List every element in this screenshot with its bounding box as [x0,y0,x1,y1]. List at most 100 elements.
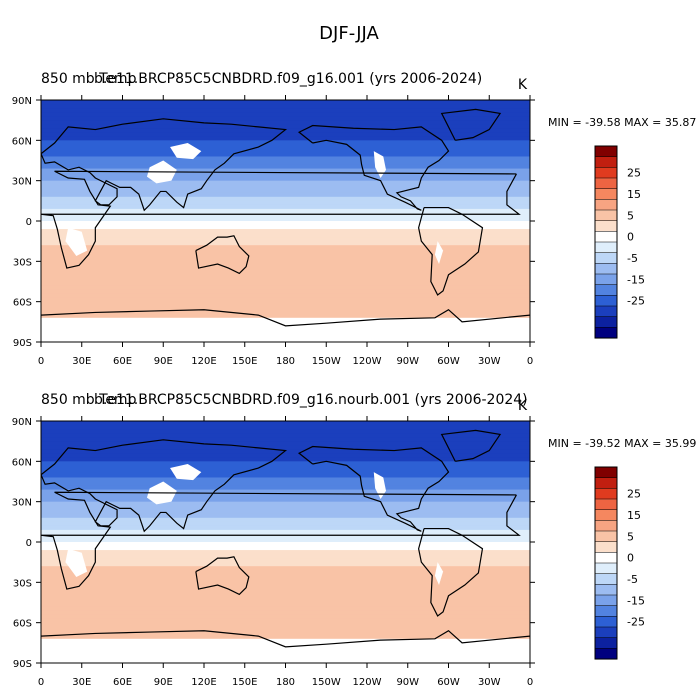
y-tick-label: 60N [12,457,32,468]
field-band [41,192,530,198]
field-band [41,457,530,462]
field-band [41,152,530,158]
panel-1: 0 30E 60E 90E 120E 150E 180 150W 120W 90W 60W 30W 09… [12,71,697,367]
field-band [41,176,530,182]
colorbar-swatch [594,648,618,660]
y-tick-label: 60S [13,298,32,309]
missing-data-patch [434,562,444,586]
x-tick-label: 150E [232,677,257,688]
case-label: b.e11.BRCP85C5CNBDRD.f09_g16.001 (yrs 20… [94,71,482,87]
field-band [41,481,530,487]
y-tick-label: 90S [13,659,32,670]
x-tick-label: 90W [396,677,419,688]
coastline [440,108,502,141]
field-band [41,180,530,186]
min-max-label: MIN = -39.52 MAX = 35.99 [548,437,696,450]
variable-label: 850 mb Temp [41,71,137,87]
field-band [41,529,530,535]
colorbar-frame [594,466,618,660]
x-tick-label: 90E [154,677,173,688]
colorbar-swatch [594,520,618,532]
field-band [41,594,530,600]
field-band [41,261,530,266]
colorbar-swatch [594,594,618,607]
x-tick-label: 0 [527,677,533,688]
field-band [41,273,530,279]
y-tick-label: 0 [26,538,32,549]
field-band [41,578,530,583]
field-band [41,610,530,616]
colorbar-swatch [594,241,618,254]
field-band [41,160,530,166]
field-band [41,245,530,250]
field-band [41,437,530,442]
field-band [41,208,530,214]
missing-data-patch [434,241,444,265]
field-band [41,253,530,258]
field-band [41,172,530,178]
field-band [41,441,530,446]
x-tick-label: 30W [478,356,501,367]
colorbar-swatch [594,552,618,564]
field-band [41,505,530,511]
colorbar-label: -15 [627,594,645,607]
field-band [41,626,530,632]
figure-title: DJF-JJA [319,23,379,44]
coastline [297,445,450,532]
colorbar: 25 15 5 0 -5 -15 -25 [594,145,645,339]
field-band [41,108,530,113]
colorbar-swatch [594,584,618,596]
field-band [41,473,530,479]
x-tick-label: 150W [312,356,341,367]
coastline [418,527,484,617]
y-tick-label: 60N [12,136,32,147]
colorbar-label: -5 [627,573,638,586]
missing-data-patch [65,548,88,577]
field-band [41,144,530,149]
field-band [41,148,530,154]
field-band [41,614,530,620]
field-band [41,249,530,254]
colorbar-swatch [594,488,618,500]
y-tick-label: 90N [12,417,32,428]
colorbar-swatch [594,498,618,511]
field-band [41,461,530,466]
colorbar-swatch [594,273,618,286]
y-tick-label: 0 [26,217,32,228]
colorbar-swatch [594,252,618,264]
field-band [41,313,530,319]
colorbar-label: 5 [627,530,634,543]
colorbar-swatch [594,509,618,521]
field-band [41,558,530,563]
missing-data-patch [170,143,202,160]
field-band [41,140,530,145]
field-band [41,200,530,206]
field-band [41,546,530,551]
field-band [41,216,530,222]
colorbar-swatch [594,305,618,318]
field-band [41,501,530,507]
field-band [41,156,530,162]
field-band [41,606,530,612]
colorbar-frame [594,145,618,339]
colorbar-swatch [594,209,618,222]
colorbar-label: 25 [627,167,641,180]
case-label: b.e11.BRCP85C5CNBDRD.f09_g16.nourb.001 (… [94,392,528,408]
map-field [41,421,530,663]
x-tick-label: 90W [396,356,419,367]
field-band [41,421,530,426]
coastline [195,556,250,596]
coastline [418,206,484,296]
field-band [41,257,530,262]
colorbar-swatch [594,177,618,190]
missing-data-patch [373,151,387,178]
field-band [41,196,530,202]
field-band [41,124,530,129]
x-tick-label: 120W [353,677,382,688]
colorbar-swatch [594,616,618,628]
colorbar-swatch [594,263,618,275]
colorbar-swatch [594,188,618,200]
colorbar-swatch [594,295,618,307]
field-band [41,221,530,226]
